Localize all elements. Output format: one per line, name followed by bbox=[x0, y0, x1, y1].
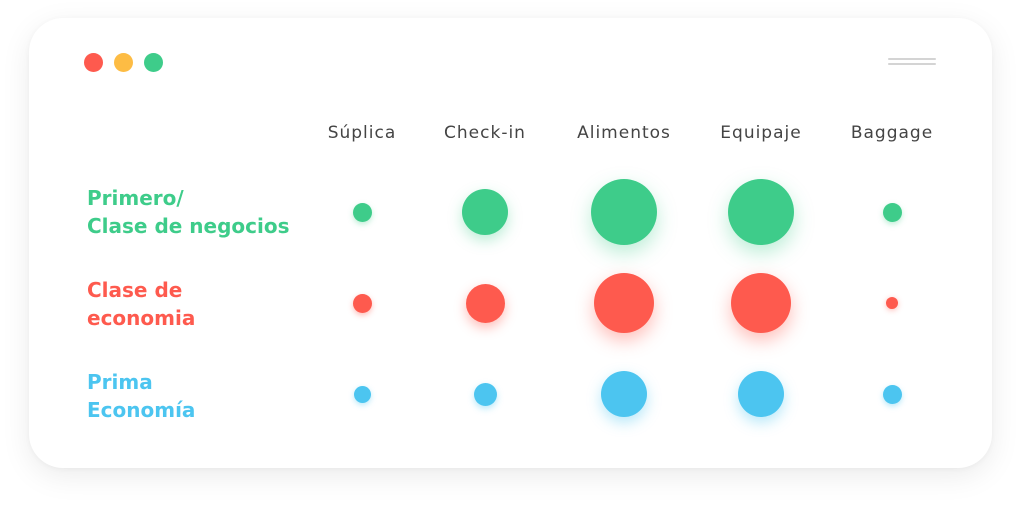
bubble-mark bbox=[353, 385, 371, 403]
row-label-line: economia bbox=[87, 306, 196, 330]
row-label-line: Clase de negocios bbox=[87, 214, 290, 238]
window-close-icon[interactable] bbox=[84, 53, 103, 72]
row-label-line: Prima bbox=[87, 370, 153, 394]
column-header: Súplica bbox=[327, 123, 397, 143]
bubble-mark bbox=[601, 371, 647, 417]
window-maximize-icon[interactable] bbox=[144, 53, 163, 72]
bubble-mark bbox=[352, 293, 372, 313]
chart-card bbox=[29, 18, 992, 468]
row-label-line: Primero/ bbox=[87, 186, 184, 210]
bubble-mark bbox=[738, 371, 784, 417]
row-label: Prima Economía bbox=[87, 368, 195, 424]
window-minimize-icon[interactable] bbox=[114, 53, 133, 72]
bubble-mark bbox=[882, 202, 902, 222]
bubble-mark bbox=[473, 382, 497, 406]
hamburger-icon[interactable] bbox=[888, 58, 936, 65]
row-label-line: Economía bbox=[87, 398, 196, 422]
column-header: Alimentos bbox=[577, 123, 671, 143]
bubble-mark bbox=[886, 297, 898, 309]
bubble-mark bbox=[731, 273, 791, 333]
row-label: Clase de economia bbox=[87, 276, 195, 332]
column-header: Baggage bbox=[850, 123, 934, 143]
bubble-mark bbox=[594, 273, 654, 333]
column-header: Equipaje bbox=[720, 123, 802, 143]
row-label-line: Clase de bbox=[87, 278, 183, 302]
column-header: Check-in bbox=[444, 123, 526, 143]
bubble-mark bbox=[728, 179, 794, 245]
bubble-mark bbox=[462, 189, 508, 235]
row-label: Primero/Clase de negocios bbox=[87, 184, 290, 240]
bubble-mark bbox=[352, 202, 372, 222]
bubble-mark bbox=[882, 384, 902, 404]
bubble-mark bbox=[465, 283, 505, 323]
bubble-mark bbox=[591, 179, 657, 245]
